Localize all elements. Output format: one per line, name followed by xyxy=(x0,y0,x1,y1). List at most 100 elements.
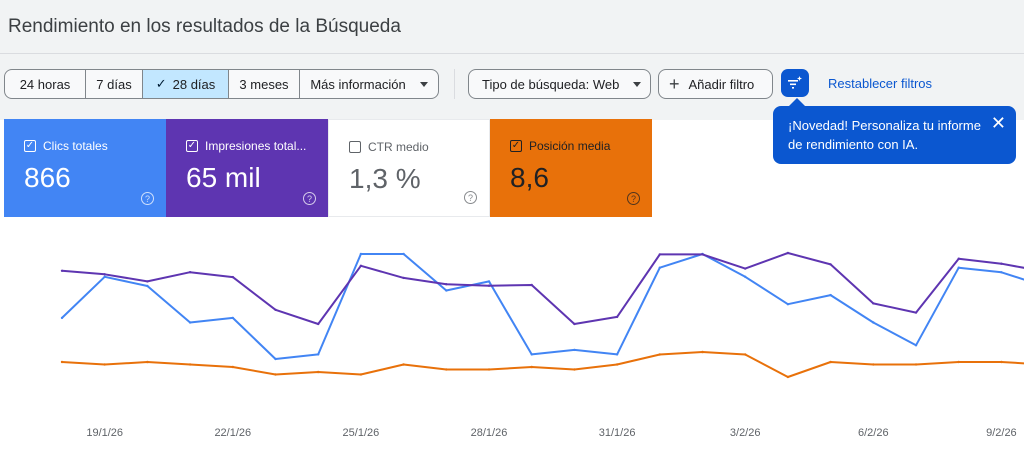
range-3m-label: 3 meses xyxy=(239,76,289,92)
data-point-impressions xyxy=(658,253,661,256)
add-filter-label: Añadir filtro xyxy=(688,76,755,92)
metric-label: Impresiones total... xyxy=(205,139,307,153)
x-tick-label: 28/1/26 xyxy=(471,427,508,439)
data-point-position xyxy=(573,368,576,371)
data-point-impressions xyxy=(1000,262,1003,265)
data-point-position xyxy=(658,353,661,356)
data-point-position xyxy=(359,373,363,376)
data-point-impressions xyxy=(402,276,405,280)
data-point-impressions xyxy=(317,322,320,326)
performance-chart-svg: 19/1/26 22/1/26 25/1/26 28/1/26 31/1/26 3/2/2… xyxy=(60,251,1024,439)
checkbox-checked-icon[interactable]: ✓ xyxy=(186,140,198,152)
data-point-clicks xyxy=(231,316,234,320)
data-point-impressions xyxy=(188,271,192,274)
metric-label: Posición media xyxy=(529,139,611,153)
checkbox-unchecked-icon[interactable] xyxy=(349,141,361,153)
data-point-clicks xyxy=(60,316,64,320)
data-point-position xyxy=(445,368,448,371)
metric-label-row: ✓ Impresiones total... xyxy=(186,139,308,153)
ai-feature-tooltip: ¡Novedad! Personaliza tu informe de rend… xyxy=(773,106,1016,164)
x-tick-label: 6/2/26 xyxy=(858,427,889,439)
data-point-impressions xyxy=(573,322,576,326)
data-point-clicks xyxy=(530,353,533,356)
data-point-position xyxy=(188,363,192,366)
data-point-impressions xyxy=(530,283,533,287)
reset-filters-link[interactable]: Restablecer filtros xyxy=(828,76,933,91)
data-point-clicks xyxy=(829,293,832,297)
data-point-impressions xyxy=(786,251,790,255)
data-point-clicks xyxy=(615,353,619,356)
data-point-position xyxy=(146,360,149,364)
range-7d-button[interactable]: 7 días xyxy=(86,70,143,98)
x-tick-label: 9/2/26 xyxy=(986,427,1017,439)
metric-card-ctr[interactable]: CTR medio 1,3 % ? xyxy=(328,119,490,217)
data-point-clicks xyxy=(957,266,960,269)
x-tick-label: 25/1/26 xyxy=(343,427,380,439)
search-type-dropdown[interactable]: Tipo de búsqueda: Web xyxy=(468,69,651,99)
data-point-clicks xyxy=(445,289,448,292)
add-filter-button[interactable]: + Añadir filtro xyxy=(658,69,773,99)
filter-toolbar: 24 horas 7 días ✓ 28 días 3 meses Más inf… xyxy=(0,54,1024,120)
data-point-impressions xyxy=(744,267,747,270)
range-24h-button[interactable]: 24 horas xyxy=(5,70,86,98)
data-point-impressions xyxy=(231,275,234,279)
data-point-impressions xyxy=(914,311,918,314)
data-point-impressions xyxy=(957,257,960,260)
ai-customize-button[interactable] xyxy=(781,69,809,97)
metric-card-clicks[interactable]: ✓ Clics totales 866 ? xyxy=(4,119,166,217)
metric-label: Clics totales xyxy=(43,139,108,153)
metric-label-row: ✓ Posición media xyxy=(510,139,632,153)
data-point-impressions xyxy=(829,263,832,266)
data-point-clicks xyxy=(317,353,320,356)
data-point-clicks xyxy=(359,252,363,256)
data-point-clicks xyxy=(103,275,106,278)
help-icon[interactable]: ? xyxy=(141,192,154,205)
data-point-impressions xyxy=(274,308,277,311)
metric-value: 8,6 xyxy=(510,162,549,193)
data-point-clicks xyxy=(573,348,576,352)
help-icon[interactable]: ? xyxy=(627,192,640,205)
close-icon[interactable]: ✕ xyxy=(990,113,1006,133)
data-point-impressions xyxy=(445,283,448,286)
data-point-position xyxy=(402,363,405,366)
data-point-position xyxy=(957,360,960,364)
checkbox-checked-icon[interactable]: ✓ xyxy=(24,140,36,152)
header-bar: Rendimiento en los resultados de la Búsq… xyxy=(0,0,1024,54)
data-point-clicks xyxy=(146,284,149,288)
range-28d-button[interactable]: ✓ 28 días xyxy=(143,70,229,98)
data-point-position xyxy=(231,365,234,369)
range-7d-label: 7 días xyxy=(96,76,132,92)
data-point-position xyxy=(786,375,790,379)
range-28d-label: 28 días xyxy=(172,76,216,92)
data-point-position xyxy=(274,373,277,376)
data-point-position xyxy=(60,360,64,364)
data-point-impressions xyxy=(146,280,149,283)
toolbar-divider xyxy=(454,69,455,99)
data-point-impressions xyxy=(701,253,704,256)
data-point-clicks xyxy=(188,321,192,324)
data-point-position xyxy=(317,370,320,374)
data-point-clicks xyxy=(658,266,661,269)
metric-card-impressions[interactable]: ✓ Impresiones total... 65 mil ? xyxy=(166,119,328,217)
more-options-dropdown[interactable]: Más información xyxy=(300,70,438,98)
data-point-position xyxy=(103,363,106,366)
data-point-clicks xyxy=(744,275,747,278)
help-icon[interactable]: ? xyxy=(303,192,316,205)
date-range-selector: 24 horas 7 días ✓ 28 días 3 meses Más inf… xyxy=(4,69,439,99)
checkbox-checked-icon[interactable]: ✓ xyxy=(510,140,522,152)
plus-icon: + xyxy=(669,74,680,94)
metric-card-position[interactable]: ✓ Posición media 8,6 ? xyxy=(490,119,652,217)
range-3m-button[interactable]: 3 meses xyxy=(229,70,300,98)
performance-chart: 19/1/26 22/1/26 25/1/26 28/1/26 31/1/26 3/2/2… xyxy=(0,217,1024,459)
help-icon[interactable]: ? xyxy=(464,191,477,204)
series-line-clicks xyxy=(61,253,1024,360)
data-point-clicks xyxy=(274,357,277,361)
metric-value: 866 xyxy=(24,162,71,193)
data-point-position xyxy=(615,363,619,366)
data-point-clicks xyxy=(914,344,918,347)
data-point-clicks xyxy=(872,321,875,324)
x-tick-label: 22/1/26 xyxy=(214,427,251,439)
x-tick-label: 19/1/26 xyxy=(86,427,123,439)
data-point-impressions xyxy=(103,273,106,276)
metric-label-row: CTR medio xyxy=(349,140,471,154)
